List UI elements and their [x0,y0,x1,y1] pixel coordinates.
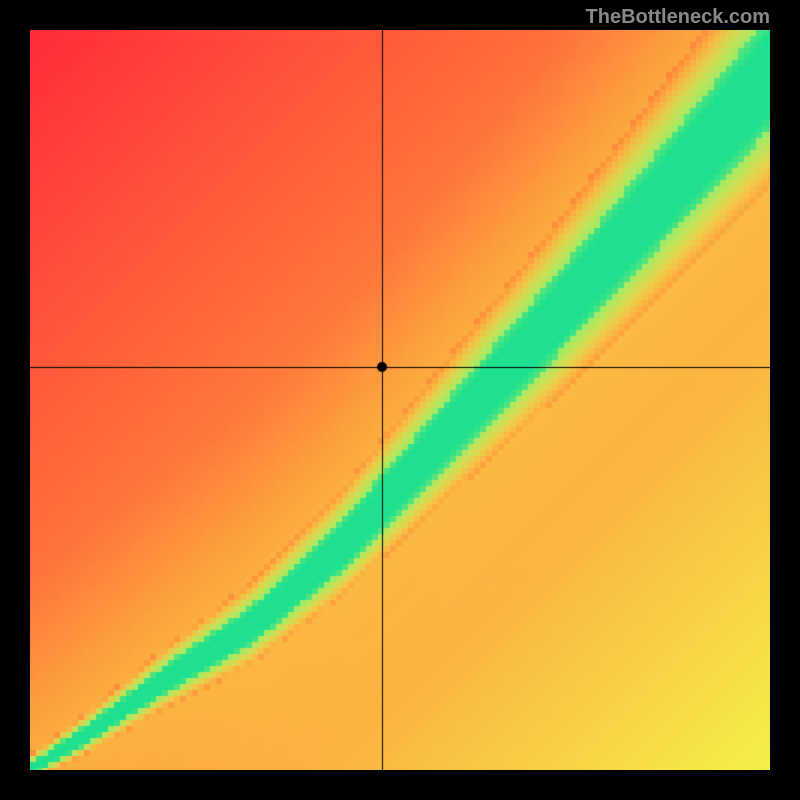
heatmap-canvas [30,30,770,770]
plot-area [30,30,770,770]
chart-container: TheBottleneck.com [0,0,800,800]
watermark-text: TheBottleneck.com [586,6,770,29]
